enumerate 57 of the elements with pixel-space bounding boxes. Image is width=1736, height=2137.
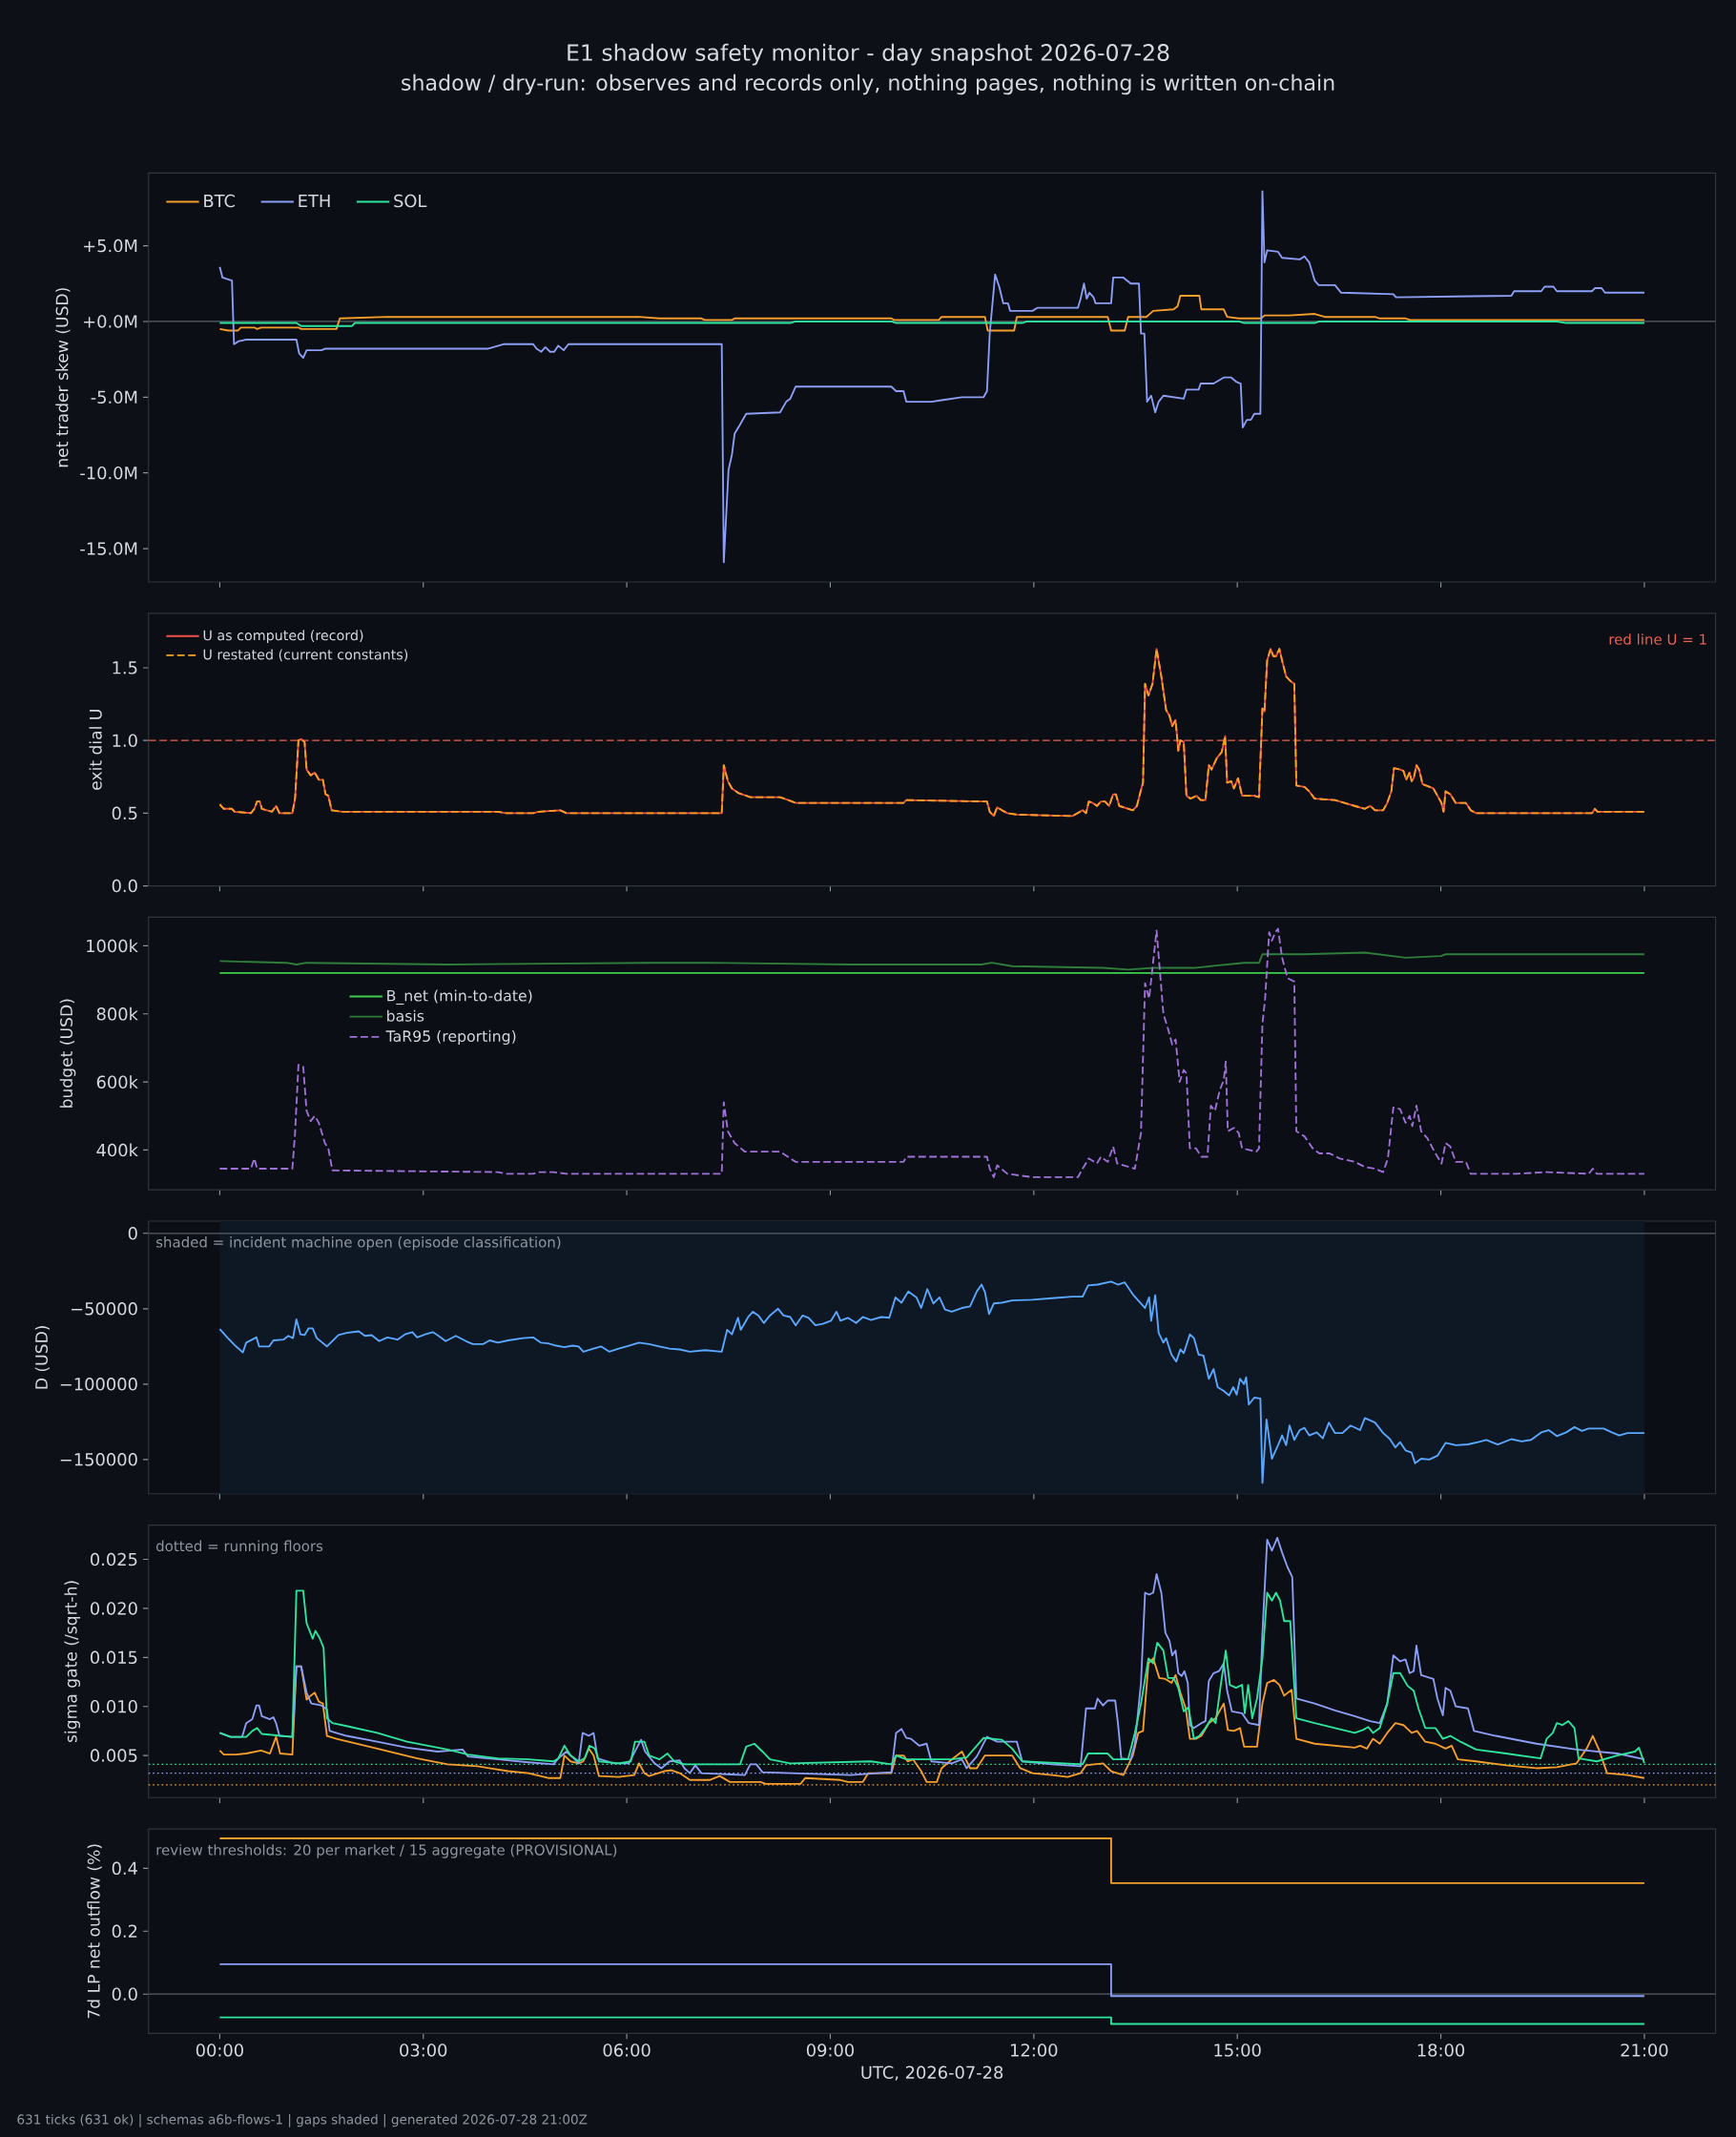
y-tick-label: 0.010 (91, 1699, 137, 1713)
y-tick-label: 0 (128, 1227, 137, 1240)
y-tick-label: 800k (96, 1006, 138, 1021)
y-tick-label: 1.5 (113, 661, 137, 674)
y-tick-label: 0.5 (112, 806, 137, 820)
legend-label: U as computed (record) (203, 630, 363, 644)
annotation: dotted = running floors (155, 1540, 323, 1555)
legend-label: ETH (299, 194, 330, 207)
y-tick-label: +5.0M (84, 239, 137, 253)
y-tick-label: 0.0 (112, 1987, 137, 2001)
y-tick-label: -15.0M (80, 542, 137, 555)
y-tick-label: 0.0 (112, 879, 137, 893)
x-axis-title: UTC, 2026-07-28 (861, 2065, 1003, 2081)
x-tick-label: 21:00 (1621, 2044, 1668, 2057)
y-tick-label: 1.0 (113, 734, 137, 747)
x-tick-label: 18:00 (1417, 2044, 1465, 2057)
line-series (218, 1280, 1645, 1484)
y-tick-label: −100000 (60, 1378, 137, 1391)
y-tick-label: -5.0M (91, 390, 137, 405)
ref-line-label: red line U = 1 (1609, 633, 1706, 645)
legend-label: U restated (current constants) (203, 649, 408, 662)
chart-subtitle: shadow / dry-run: observes and records only, nothing pages, nothing is written on-chain (402, 73, 1334, 95)
x-tick-label: 15:00 (1214, 2044, 1261, 2057)
annotation: shaded = incident machine open (episode classification) (155, 1236, 561, 1251)
chart-title: E1 shadow safety monitor - day snapshot 2026-07-28 (568, 43, 1169, 66)
y-tick-label: 0.025 (91, 1552, 137, 1566)
y-tick-label: 0.2 (112, 1924, 137, 1939)
legend-label: SOL (394, 194, 427, 208)
x-tick-label: 09:00 (806, 2044, 854, 2057)
legend-label: B_net (min-to-date) (387, 989, 532, 1006)
x-tick-label: 03:00 (400, 2044, 447, 2057)
y-axis-title: exit dial U (89, 710, 102, 790)
y-axis-title: D (USD) (34, 1326, 51, 1389)
y-tick-label: 0.005 (91, 1749, 137, 1762)
x-tick-label: 12:00 (1011, 2044, 1058, 2057)
y-axis-title: sigma gate (/sqrt-h) (64, 1581, 81, 1743)
y-tick-label: 400k (96, 1143, 138, 1157)
line-series (218, 927, 1645, 1178)
y-tick-label: -10.0M (80, 466, 137, 480)
x-tick-label: 06:00 (603, 2044, 651, 2057)
y-axis-title: net trader skew (USD) (55, 288, 71, 467)
annotation: review thresholds: 20 per market / 15 aggregate (PROVISIONAL) (156, 1844, 617, 1858)
x-tick-label: 00:00 (196, 2044, 243, 2057)
y-tick-label: 0.4 (112, 1861, 137, 1876)
y-tick-label: 1000k (87, 939, 138, 953)
y-tick-label: 0.015 (91, 1650, 137, 1665)
legend-label: basis (387, 1009, 424, 1022)
y-axis-title: 7d LP net outflow (%) (87, 1844, 102, 2019)
y-tick-label: −50000 (72, 1302, 137, 1316)
y-tick-label: 0.020 (91, 1602, 137, 1615)
y-tick-label: +0.0M (84, 315, 137, 328)
legend-label: TaR95 (reporting) (385, 1029, 516, 1046)
y-tick-label: 600k (96, 1075, 138, 1089)
y-tick-label: −150000 (60, 1453, 137, 1466)
y-axis-title: budget (USD) (59, 999, 76, 1108)
legend-label: BTC (204, 194, 236, 208)
text: 631 ticks (631 ok) | schemas a6b-flows-1 | gaps shaded | generated 2026-07-28 21:00Z (17, 2114, 588, 2127)
